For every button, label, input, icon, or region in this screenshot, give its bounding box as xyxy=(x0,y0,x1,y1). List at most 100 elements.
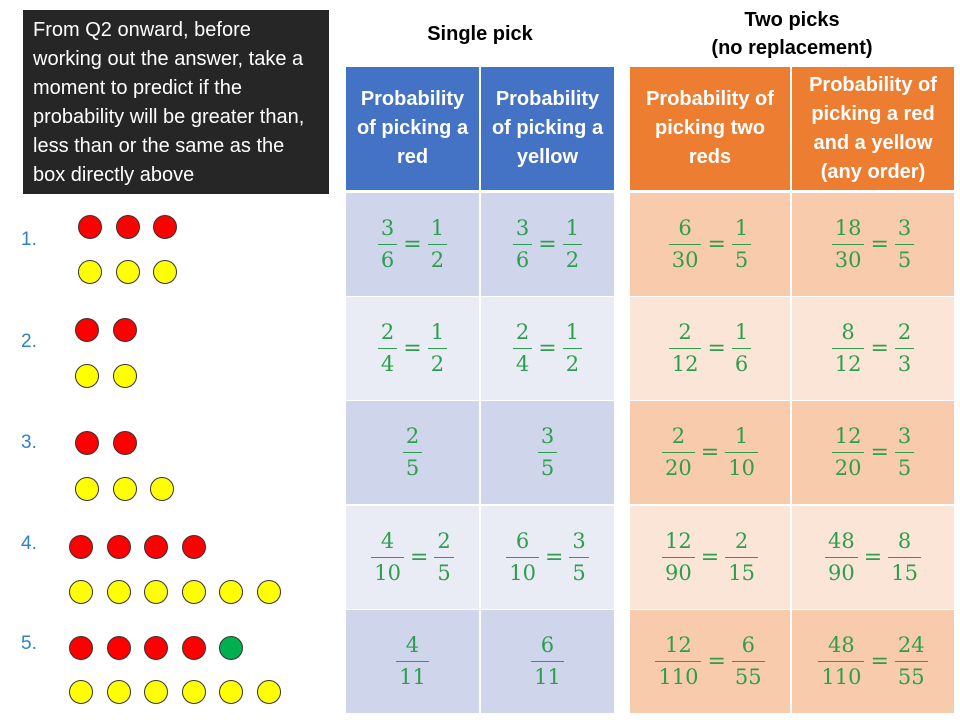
yellow-ball xyxy=(69,680,93,704)
answer-cell: 3 6 = 1 2 xyxy=(346,193,479,296)
fraction-denominator: 5 xyxy=(434,557,454,584)
fraction-numerator: 3 xyxy=(380,216,395,240)
yellow-ball xyxy=(153,260,177,284)
fraction-denominator: 20 xyxy=(831,452,865,479)
yellow-ball xyxy=(112,477,137,501)
fraction-numerator: 2 xyxy=(405,424,420,448)
fraction-denominator: 2 xyxy=(562,348,583,375)
red-ball xyxy=(153,215,177,239)
yellow-ball xyxy=(181,580,206,604)
red-ball xyxy=(69,636,93,660)
fraction-denominator: 6 xyxy=(731,348,752,375)
fraction-numerator: 1 xyxy=(734,320,749,344)
answer-cell: 6 10 = 3 5 xyxy=(481,506,614,609)
question-number: 3. xyxy=(21,432,37,453)
answer-cell: 6 11 xyxy=(481,610,614,713)
fraction-numerator: 48 xyxy=(828,529,855,553)
fraction-numerator: 6 xyxy=(678,216,692,240)
fraction-denominator: 3 xyxy=(894,348,915,375)
fraction-numerator: 12 xyxy=(834,424,862,448)
fraction: 48 110 xyxy=(818,635,865,688)
equals-sign: = xyxy=(538,232,557,257)
question-number: 2. xyxy=(21,331,37,352)
fraction-denominator: 12 xyxy=(668,348,702,375)
answer-cell: 3 6 = 1 2 xyxy=(481,193,614,296)
equals-sign: = xyxy=(707,336,726,361)
equals-sign: = xyxy=(870,649,889,674)
fraction: 8 12 xyxy=(831,322,865,375)
fraction-denominator: 2 xyxy=(562,244,583,271)
column-header: Probability of picking a red xyxy=(346,67,479,190)
fraction-denominator: 5 xyxy=(537,452,558,479)
red-ball xyxy=(112,318,137,342)
fraction: 6 30 xyxy=(668,216,702,271)
red-ball xyxy=(144,535,168,559)
yellow-ball xyxy=(75,364,99,388)
fraction-numerator: 1 xyxy=(565,320,580,344)
fraction-denominator: 10 xyxy=(371,557,404,584)
red-ball xyxy=(106,535,131,559)
fraction-numerator: 8 xyxy=(897,529,912,553)
fraction-numerator: 24 xyxy=(897,633,925,657)
fraction-numerator: 1 xyxy=(734,424,749,448)
fraction: 12 20 xyxy=(831,424,865,479)
red-ball xyxy=(75,431,99,455)
equals-sign: = xyxy=(870,336,889,361)
yellow-ball xyxy=(106,680,131,704)
column-header: Probability of picking two reds xyxy=(630,67,790,190)
fraction-denominator: 4 xyxy=(512,348,533,375)
fraction-denominator: 90 xyxy=(825,557,858,584)
equals-sign: = xyxy=(538,336,557,361)
red-ball xyxy=(181,535,206,559)
fraction-numerator: 12 xyxy=(665,529,692,553)
answer-cell: 12 90 = 2 15 xyxy=(630,506,790,609)
red-ball xyxy=(78,215,102,239)
fraction-denominator: 10 xyxy=(506,557,539,584)
fraction-numerator: 6 xyxy=(515,529,530,553)
red-ball xyxy=(115,215,140,239)
red-ball xyxy=(69,535,93,559)
equals-sign: = xyxy=(409,545,429,570)
fraction-numerator: 3 xyxy=(572,529,586,553)
fraction-numerator: 1 xyxy=(565,216,580,240)
question-number: 1. xyxy=(21,229,37,250)
fraction-denominator: 5 xyxy=(894,244,915,271)
fraction: 4 10 xyxy=(371,531,404,584)
equals-sign: = xyxy=(403,232,422,257)
fraction: 24 55 xyxy=(894,633,928,688)
yellow-ball xyxy=(219,580,243,604)
no-replacement-label: (no replacement) xyxy=(711,37,873,59)
equals-sign: = xyxy=(403,336,422,361)
fraction-numerator: 2 xyxy=(897,320,912,344)
fraction-denominator: 10 xyxy=(725,452,758,479)
answer-cell: 18 30 = 3 5 xyxy=(792,193,954,296)
fraction-numerator: 1 xyxy=(430,320,445,344)
fraction-numerator: 3 xyxy=(515,216,530,240)
answer-cell: 4 11 xyxy=(346,610,479,713)
yellow-ball xyxy=(181,680,206,704)
yellow-ball xyxy=(256,580,281,604)
fraction-numerator: 2 xyxy=(515,320,530,344)
equals-sign: = xyxy=(870,232,889,257)
green-ball xyxy=(219,636,243,660)
yellow-ball xyxy=(219,680,243,704)
column-header: Probability of picking a red and a yello… xyxy=(792,67,954,190)
fraction: 12 90 xyxy=(662,531,695,584)
equals-sign: = xyxy=(863,545,883,570)
equals-sign: = xyxy=(544,545,564,570)
fraction-denominator: 30 xyxy=(831,244,865,271)
fraction: 48 90 xyxy=(825,531,858,584)
fraction-denominator: 4 xyxy=(377,348,398,375)
fraction-denominator: 6 xyxy=(377,244,398,271)
fraction-denominator: 15 xyxy=(725,557,758,584)
fraction: 6 55 xyxy=(731,635,765,688)
fraction-numerator: 6 xyxy=(540,633,555,657)
